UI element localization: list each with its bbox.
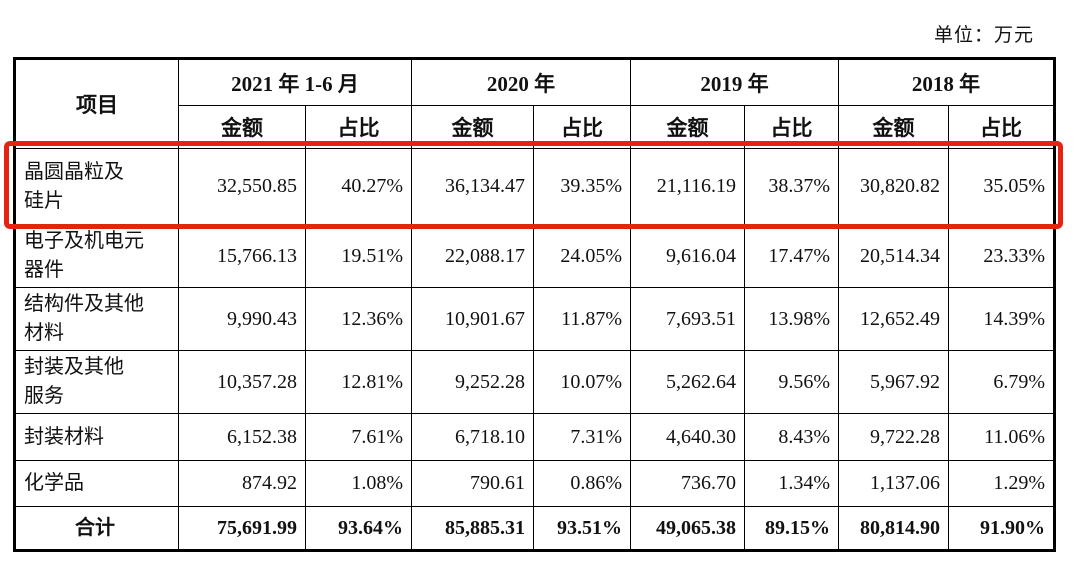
- amount-header: 金额: [411, 105, 534, 149]
- amount-header: 金额: [178, 105, 306, 149]
- row-label: 电子及机电元 器件: [14, 224, 179, 288]
- table-header: 项目 2021 年 1-6 月 2020 年 2019 年 2018 年 金额 …: [14, 58, 1055, 149]
- ratio-cell: 14.39%: [948, 287, 1055, 351]
- ratio-cell: 89.15%: [744, 506, 839, 551]
- amount-cell: 21,116.19: [630, 148, 745, 225]
- ratio-cell: 35.05%: [948, 148, 1055, 225]
- ratio-cell: 0.86%: [533, 460, 631, 507]
- amount-cell: 15,766.13: [178, 224, 306, 288]
- ratio-cell: 10.07%: [533, 350, 631, 414]
- ratio-cell: 8.43%: [744, 413, 839, 461]
- amount-cell: 12,652.49: [838, 287, 949, 351]
- amount-cell: 5,967.92: [838, 350, 949, 414]
- amount-cell: 36,134.47: [411, 148, 534, 225]
- cost-composition-table: 项目 2021 年 1-6 月 2020 年 2019 年 2018 年 金额 …: [13, 57, 1056, 552]
- amount-header: 金额: [838, 105, 949, 149]
- amount-cell: 20,514.34: [838, 224, 949, 288]
- amount-cell: 75,691.99: [178, 506, 306, 551]
- ratio-cell: 12.81%: [305, 350, 412, 414]
- ratio-cell: 91.90%: [948, 506, 1055, 551]
- amount-cell: 9,252.28: [411, 350, 534, 414]
- row-label: 封装材料: [14, 413, 179, 461]
- period-header-2020: 2020 年: [411, 58, 631, 106]
- amount-cell: 6,152.38: [178, 413, 306, 461]
- amount-cell: 80,814.90: [838, 506, 949, 551]
- amount-cell: 9,722.28: [838, 413, 949, 461]
- table-row: 晶圆晶粒及 硅片 32,550.85 40.27% 36,134.47 39.35% 21,…: [14, 148, 1055, 225]
- row-label: 合计: [14, 506, 179, 551]
- ratio-header: 占比: [948, 105, 1055, 149]
- ratio-cell: 6.79%: [948, 350, 1055, 414]
- ratio-header: 占比: [305, 105, 412, 149]
- ratio-cell: 38.37%: [744, 148, 839, 225]
- amount-cell: 5,262.64: [630, 350, 745, 414]
- ratio-cell: 39.35%: [533, 148, 631, 225]
- ratio-cell: 12.36%: [305, 287, 412, 351]
- amount-cell: 22,088.17: [411, 224, 534, 288]
- ratio-cell: 9.56%: [744, 350, 839, 414]
- ratio-cell: 7.61%: [305, 413, 412, 461]
- period-header-2018: 2018 年: [838, 58, 1055, 106]
- period-header-2019: 2019 年: [630, 58, 839, 106]
- row-label: 封装及其他 服务: [14, 350, 179, 414]
- ratio-cell: 19.51%: [305, 224, 412, 288]
- amount-cell: 1,137.06: [838, 460, 949, 507]
- ratio-cell: 23.33%: [948, 224, 1055, 288]
- ratio-header: 占比: [744, 105, 839, 149]
- ratio-cell: 7.31%: [533, 413, 631, 461]
- amount-cell: 49,065.38: [630, 506, 745, 551]
- amount-cell: 790.61: [411, 460, 534, 507]
- ratio-cell: 17.47%: [744, 224, 839, 288]
- row-label: 结构件及其他 材料: [14, 287, 179, 351]
- amount-cell: 10,357.28: [178, 350, 306, 414]
- ratio-cell: 1.34%: [744, 460, 839, 507]
- table-row: 化学品 874.92 1.08% 790.61 0.86% 736.70 1.34% 1,13…: [14, 460, 1055, 507]
- ratio-cell: 1.29%: [948, 460, 1055, 507]
- amount-cell: 9,990.43: [178, 287, 306, 351]
- amount-header: 金额: [630, 105, 745, 149]
- table-row: 电子及机电元 器件 15,766.13 19.51% 22,088.17 24.05% 9,…: [14, 224, 1055, 288]
- item-column-header: 项目: [14, 58, 179, 149]
- ratio-cell: 93.64%: [305, 506, 412, 551]
- row-label: 晶圆晶粒及 硅片: [14, 148, 179, 225]
- table-row: 封装材料 6,152.38 7.61% 6,718.10 7.31% 4,640.30 8.…: [14, 413, 1055, 461]
- amount-cell: 30,820.82: [838, 148, 949, 225]
- amount-cell: 7,693.51: [630, 287, 745, 351]
- amount-cell: 10,901.67: [411, 287, 534, 351]
- total-row: 合计 75,691.99 93.64% 85,885.31 93.51% 49,065.3…: [14, 506, 1055, 551]
- period-header-2021h1: 2021 年 1-6 月: [178, 58, 412, 106]
- amount-cell: 4,640.30: [630, 413, 745, 461]
- ratio-cell: 1.08%: [305, 460, 412, 507]
- ratio-cell: 11.87%: [533, 287, 631, 351]
- unit-label: 单位：万元: [933, 25, 1034, 46]
- table-row: 封装及其他 服务 10,357.28 12.81% 9,252.28 10.07% 5,26…: [14, 350, 1055, 414]
- amount-cell: 32,550.85: [178, 148, 306, 225]
- amount-cell: 85,885.31: [411, 506, 534, 551]
- ratio-cell: 40.27%: [305, 148, 412, 225]
- table-row: 结构件及其他 材料 9,990.43 12.36% 10,901.67 11.87% 7,6…: [14, 287, 1055, 351]
- ratio-cell: 93.51%: [533, 506, 631, 551]
- amount-cell: 9,616.04: [630, 224, 745, 288]
- ratio-header: 占比: [533, 105, 631, 149]
- ratio-cell: 11.06%: [948, 413, 1055, 461]
- period-header-row: 项目 2021 年 1-6 月 2020 年 2019 年 2018 年: [14, 58, 1055, 149]
- amount-cell: 736.70: [630, 460, 745, 507]
- table-body: 晶圆晶粒及 硅片 32,550.85 40.27% 36,134.47 39.35% 21,…: [14, 148, 1055, 551]
- ratio-cell: 24.05%: [533, 224, 631, 288]
- ratio-cell: 13.98%: [744, 287, 839, 351]
- amount-cell: 6,718.10: [411, 413, 534, 461]
- row-label: 化学品: [14, 460, 179, 507]
- amount-cell: 874.92: [178, 460, 306, 507]
